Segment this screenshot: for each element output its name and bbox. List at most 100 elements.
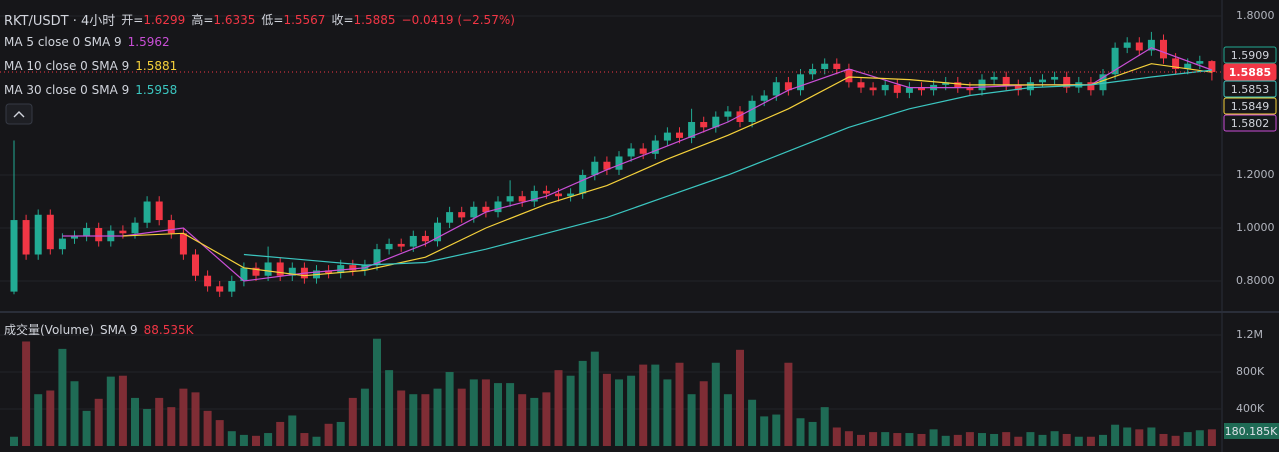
candle-body	[494, 201, 502, 213]
volume-bar	[917, 433, 926, 446]
ohlc-item: 开=1.6299	[121, 11, 185, 28]
candle-body	[95, 228, 103, 242]
ohlc-item: 高=1.6335	[191, 11, 255, 28]
ohlc: 开=1.6299 高=1.6335 低=1.5567 收=1.5885	[121, 11, 395, 28]
ohlc-item: 收=1.5885	[331, 11, 395, 28]
volume-bar	[965, 432, 974, 446]
volume-bar	[1062, 433, 1071, 446]
candle-body	[397, 243, 405, 247]
volume-bar	[651, 364, 660, 446]
symbol: RKT/USDT · 4小时	[4, 14, 116, 29]
volume-bar	[70, 381, 79, 446]
volume-bar	[10, 436, 18, 446]
volume-bar	[578, 360, 587, 446]
volume-bar	[893, 433, 902, 446]
volume-bar	[481, 379, 490, 446]
volume-bar	[602, 373, 611, 446]
volume-bar	[736, 349, 744, 446]
volume-bar	[34, 394, 43, 446]
volume-bar	[554, 370, 563, 446]
candle-body	[1147, 39, 1155, 51]
candle-body	[760, 95, 768, 101]
candle-body	[603, 161, 611, 170]
candle-body	[1063, 76, 1071, 88]
candle-body	[240, 267, 248, 282]
candle-body	[579, 175, 587, 194]
candle-body	[567, 193, 575, 197]
candle-body	[724, 111, 732, 117]
candle-body	[1099, 74, 1107, 91]
volume-bar	[82, 410, 91, 446]
volume-bar	[1123, 427, 1132, 446]
volume-legend: 成交量(Volume) SMA 9 88.535K	[4, 321, 194, 338]
candle-body	[264, 262, 272, 276]
volume-bar	[723, 394, 732, 446]
candle-body	[869, 87, 877, 91]
volume-bar	[385, 370, 394, 446]
candle-body	[736, 111, 744, 123]
price-label-box	[1223, 114, 1277, 132]
candle-body	[651, 140, 659, 154]
ma-legend-label: MA 5 close 0 SMA 9	[4, 35, 122, 49]
ohlc-value: 1.6335	[213, 13, 256, 27]
candle-body	[204, 275, 212, 287]
volume-bar	[844, 431, 853, 446]
volume-bar	[748, 399, 757, 446]
price-label: 1.5849	[1231, 100, 1270, 113]
volume-bar	[530, 397, 539, 446]
ma-legend: MA 10 close 0 SMA 9 1.5881	[4, 59, 177, 73]
volume-bar	[215, 420, 224, 446]
candle-body	[216, 286, 224, 292]
volume-bar	[687, 394, 696, 446]
candle-body	[434, 222, 441, 242]
candle-body	[1039, 79, 1046, 83]
candle-body	[276, 262, 284, 276]
volume-bar	[832, 427, 841, 446]
candle-body	[1051, 76, 1059, 80]
candle-body	[83, 228, 91, 236]
volume-bar	[1159, 433, 1168, 446]
volume-bar	[360, 388, 369, 446]
collapse-button[interactable]	[5, 103, 33, 125]
candle-body	[591, 161, 599, 176]
candle-body	[821, 63, 829, 70]
volume-bar	[506, 383, 515, 446]
candle-body	[1014, 84, 1022, 91]
volume-bar	[1147, 427, 1156, 446]
volume-bar	[457, 388, 466, 446]
volume-bar	[264, 433, 273, 446]
candle-body	[325, 270, 333, 274]
candle-body	[1160, 39, 1167, 59]
volume-bar	[94, 398, 103, 446]
volume-tick-label: 400K	[1236, 402, 1265, 415]
ma-legend: MA 30 close 0 SMA 9 1.5958	[4, 83, 177, 97]
candle-body	[1172, 58, 1180, 70]
volume-bar	[155, 397, 164, 446]
candle-body	[942, 82, 950, 85]
candle-body	[712, 116, 720, 128]
candle-body	[22, 220, 30, 255]
candle-body	[10, 220, 18, 292]
volume-bar	[494, 383, 502, 446]
volume-bar	[58, 348, 67, 446]
candle-body	[639, 148, 647, 154]
candle-body	[179, 233, 187, 255]
candle-body	[905, 87, 913, 93]
volume-bar	[227, 431, 236, 446]
price-label-box	[1223, 46, 1277, 64]
candle-body	[530, 190, 538, 202]
candle-body	[385, 243, 393, 250]
volume-bar	[663, 379, 672, 446]
volume-bar	[143, 408, 152, 446]
price-label: 1.5909	[1231, 49, 1270, 62]
volume-bar	[615, 379, 623, 446]
candle-body	[119, 230, 127, 234]
volume-bar	[1074, 436, 1083, 446]
volume-bar	[433, 388, 442, 446]
candle-body	[615, 156, 623, 170]
volume-bar	[118, 375, 127, 446]
ma-legend-label: MA 30 close 0 SMA 9	[4, 83, 130, 97]
ma-legend-value: 1.5881	[135, 59, 178, 73]
volume-bar	[929, 429, 938, 446]
